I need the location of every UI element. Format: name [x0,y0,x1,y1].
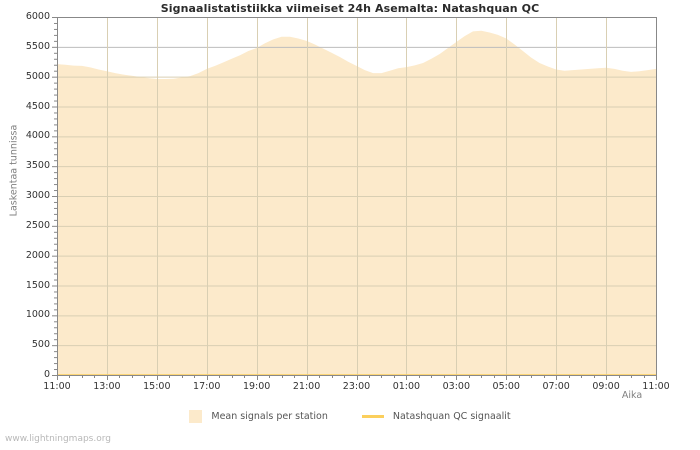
legend-item-mean-signals: Mean signals per station [189,410,328,423]
x-tick-label: 11:00 [43,381,71,392]
legend-swatch-line-icon [361,415,384,418]
x-tick-label: 13:00 [93,381,121,392]
x-tick-label: 19:00 [242,381,271,392]
y-tick-label: 5000 [25,70,50,82]
x-tick-label: 21:00 [292,381,321,392]
y-tick-label: 6000 [25,11,50,22]
x-tick-label: 23:00 [342,381,371,392]
y-tick-label: 2000 [25,249,50,261]
y-tick-label: 5500 [25,40,50,52]
x-tick-label: 11:00 [642,381,670,392]
y-tick-label: 3000 [25,190,50,201]
chart-title: Signaalistatistiikka viimeiset 24h Asema… [160,2,540,15]
y-tick-label: 1500 [25,279,50,291]
x-tick-label: 15:00 [143,381,171,392]
y-tick-label: 500 [31,339,50,351]
y-tick-label: 4000 [25,130,50,142]
x-tick-label: 17:00 [193,381,221,392]
x-tick-label: 09:00 [592,381,620,392]
x-tick-label: 07:00 [542,381,570,392]
y-tick-label: 1000 [25,309,50,321]
x-axis-title: Aika [621,390,643,401]
watermark-text: www.lightningmaps.org [5,434,111,444]
y-tick-label: 3500 [25,160,50,172]
legend-swatch-area-icon [189,410,203,423]
chart-legend: Mean signals per station Natashquan QC s… [0,410,700,423]
y-tick-label: 4500 [25,100,50,112]
y-tick-label: 0 [43,369,50,380]
legend-label-mean-signals: Mean signals per station [211,411,328,422]
x-tick-label: 01:00 [392,381,421,392]
legend-item-station-signals: Natashquan QC signaalit [361,411,511,422]
x-tick-label: 05:00 [492,381,520,392]
y-tick-label: 2500 [25,219,50,231]
x-tick-label: 03:00 [442,381,471,392]
legend-label-station-signals: Natashquan QC signaalit [392,411,511,422]
